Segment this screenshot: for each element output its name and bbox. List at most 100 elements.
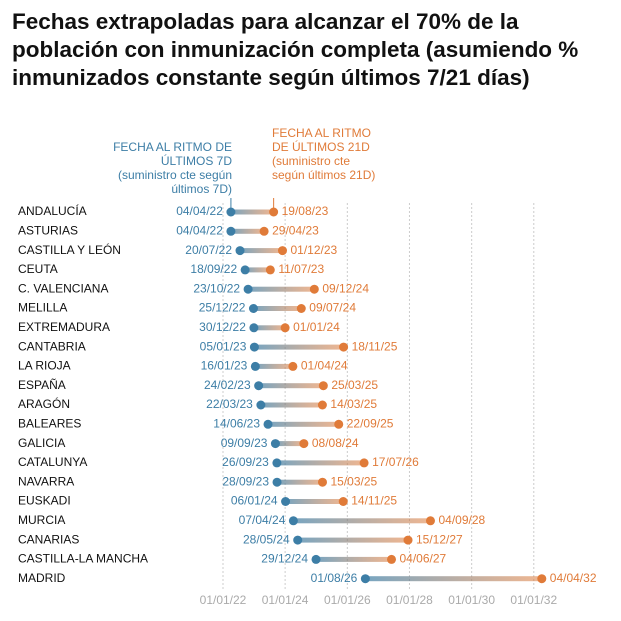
x-tick-label: 01/01/24 [262,593,309,607]
x-tick-label: 01/01/26 [324,593,371,607]
row-label: GALICIA [18,436,65,450]
dot-7d [235,246,245,256]
dot-21d [299,439,309,449]
value-label-21d: 11/07/23 [278,262,324,276]
dot-7d [360,574,370,584]
value-label-7d: 20/07/22 [185,243,232,257]
connector [240,248,283,254]
value-label-7d: 06/01/24 [231,494,278,508]
connector [258,383,324,389]
row-label: CANTABRIA [18,339,86,353]
value-label-21d: 01/12/23 [290,243,337,257]
dot-7d [226,226,236,236]
dot-21d [259,226,269,236]
row-label: MURCIA [18,513,65,527]
x-tick-label: 01/01/30 [448,593,495,607]
value-label-7d: 25/12/22 [199,301,246,315]
row-label: CEUTA [18,262,58,276]
connector [277,479,323,485]
value-label-7d: 28/05/24 [243,532,290,546]
dot-21d [317,400,327,410]
value-label-7d: 29/12/24 [261,552,308,566]
row-label: LA RIOJA [18,359,71,373]
dot-21d [425,516,435,526]
value-label-21d: 01/01/24 [293,320,340,334]
connector [276,460,365,466]
value-label-21d: 04/06/27 [400,552,447,566]
value-label-7d: 14/06/23 [213,416,260,430]
row-label: NAVARRA [18,474,74,488]
value-label-21d: 29/04/23 [272,223,319,237]
value-label-7d: 30/12/22 [199,320,246,334]
dot-21d [269,207,279,217]
row-label: BALEARES [18,416,81,430]
value-label-7d: 01/08/26 [311,571,358,585]
value-label-21d: 14/03/25 [330,397,377,411]
value-label-7d: 07/04/24 [239,513,286,527]
row-label: ASTURIAS [18,223,78,237]
value-label-7d: 05/01/23 [200,339,247,353]
row-label: CASTILLA-LA MANCHA [18,552,148,566]
dot-7d [293,535,303,545]
legend-label: FECHA AL RITMO DE ÚLTIMOS 21D [272,126,371,154]
dot-21d [338,497,348,506]
connector [230,209,274,215]
value-label-7d: 18/09/22 [190,262,237,276]
dot-7d [249,323,259,333]
value-label-7d: 24/02/23 [204,378,251,392]
value-label-21d: 04/09/28 [438,513,485,527]
row-label: CATALUNYA [18,455,87,469]
value-label-21d: 22/09/25 [347,416,394,430]
dot-7d [281,497,291,506]
dot-7d [226,207,236,217]
value-label-7d: 28/09/23 [222,474,269,488]
dot-21d [265,265,275,275]
dot-21d [387,554,397,564]
dot-7d [254,381,264,391]
x-tick-label: 01/01/28 [386,593,433,607]
value-label-21d: 25/03/25 [331,378,378,392]
legend-note: (suministro cte según últimos 7D) [117,168,232,196]
row-label: C. VALENCIANA [18,281,108,295]
value-label-21d: 09/12/24 [322,281,369,295]
value-label-21d: 15/12/27 [416,532,463,546]
dot-21d [537,574,547,584]
connector [268,421,339,427]
dot-21d [359,458,369,468]
dot-21d [280,323,290,333]
dot-7d [256,400,266,410]
connector [255,363,293,369]
dot-7d [272,458,282,468]
connector [248,286,315,292]
dot-21d [277,246,287,256]
dot-21d [339,342,349,352]
connector [230,228,265,234]
row-label: EXTREMADURA [18,320,110,334]
row-label: CANARIAS [18,532,79,546]
connector [254,344,344,350]
dot-7d [248,304,258,313]
x-tick-label: 01/01/22 [200,593,247,607]
dot-7d [240,265,250,275]
value-label-21d: 01/04/24 [301,359,348,373]
connector [293,518,431,524]
dot-21d [317,477,327,487]
row-label: ANDALUCÍA [18,203,87,218]
dot-7d [249,342,259,352]
value-label-21d: 17/07/26 [372,455,419,469]
legend-7d: FECHA AL RITMO DE ÚLTIMOS 7D (suministro… [112,140,232,196]
connector [245,267,271,273]
dot-7d [270,439,280,449]
value-label-21d: 04/04/32 [550,571,597,585]
value-label-7d: 22/03/23 [206,397,253,411]
value-label-21d: 08/08/24 [312,436,359,450]
dot-7d [243,284,253,294]
dot-7d [272,477,282,487]
row-label: ESPAÑA [18,378,66,392]
row-label: EUSKADI [18,494,71,508]
row-label: MELILLA [18,301,67,315]
dot-21d [318,381,328,391]
connector [285,499,344,504]
dot-21d [309,284,319,294]
value-label-21d: 09/07/24 [309,301,356,315]
